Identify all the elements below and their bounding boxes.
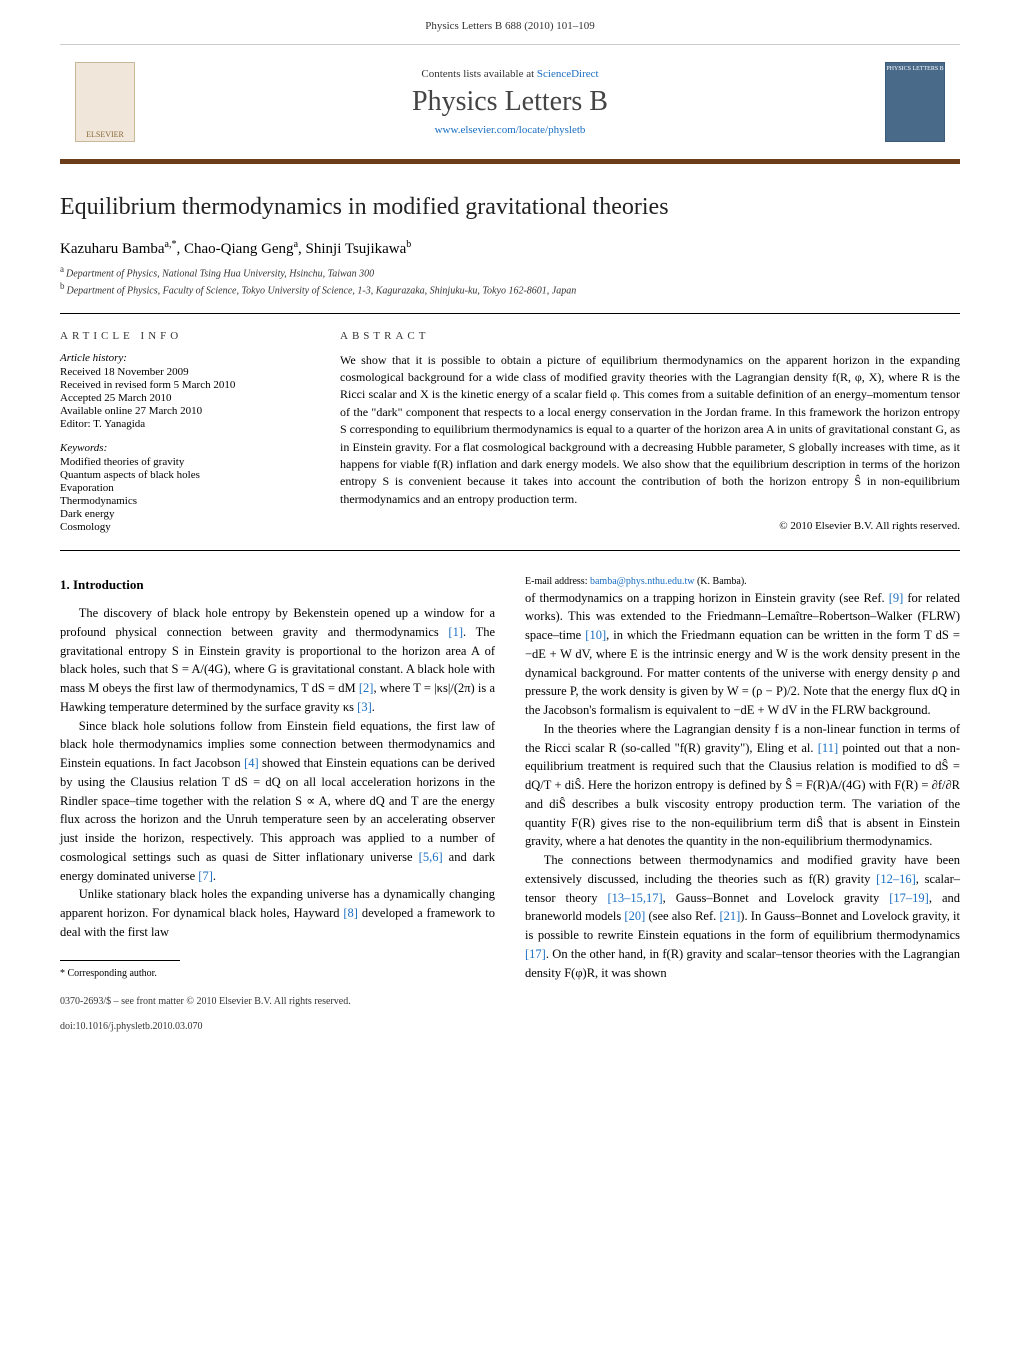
affil-mark: b — [60, 281, 65, 291]
body-paragraph: In the theories where the Lagrangian den… — [525, 720, 960, 851]
body-paragraph: The connections between thermodynamics a… — [525, 851, 960, 982]
affil-text: Department of Physics, Faculty of Scienc… — [67, 286, 577, 297]
citation-link[interactable]: [10] — [585, 628, 606, 642]
history-line: Received in revised form 5 March 2010 — [60, 379, 300, 391]
citation-link[interactable]: [20] — [624, 909, 645, 923]
author-name: Shinji Tsujikawa — [306, 241, 407, 257]
running-head: Physics Letters B 688 (2010) 101–109 — [0, 0, 1020, 44]
history-line: Editor: T. Yanagida — [60, 418, 300, 430]
email-footnote: E-mail address: bamba@phys.nthu.edu.tw (… — [525, 575, 960, 589]
author-name: Chao-Qiang Geng — [184, 241, 294, 257]
cover-thumbnail: PHYSICS LETTERS B — [870, 45, 960, 159]
keyword: Modified theories of gravity — [60, 456, 300, 468]
journal-banner: ELSEVIER Contents lists available at Sci… — [60, 44, 960, 164]
abstract-label: ABSTRACT — [340, 330, 960, 342]
affil-mark: a — [60, 264, 64, 274]
divider — [60, 550, 960, 551]
journal-name: Physics Letters B — [412, 86, 608, 118]
keyword: Thermodynamics — [60, 495, 300, 507]
abstract-copyright: © 2010 Elsevier B.V. All rights reserved… — [340, 520, 960, 532]
affiliation: bDepartment of Physics, Faculty of Scien… — [60, 281, 960, 296]
abstract-text: We show that it is possible to obtain a … — [340, 352, 960, 509]
sd-prefix: Contents lists available at — [421, 68, 536, 80]
citation-link[interactable]: [13–15,17] — [607, 891, 662, 905]
footnote-separator — [60, 960, 180, 961]
front-matter-line: 0370-2693/$ – see front matter © 2010 El… — [60, 996, 960, 1007]
citation-link[interactable]: [9] — [889, 591, 904, 605]
keywords-label: Keywords: — [60, 442, 300, 454]
citation-link[interactable]: [17] — [525, 947, 546, 961]
doi-line[interactable]: doi:10.1016/j.physletb.2010.03.070 — [60, 1021, 960, 1032]
citation-link[interactable]: [1] — [448, 625, 463, 639]
author-affil-mark: b — [406, 239, 411, 250]
citation-link[interactable]: [5,6] — [419, 850, 443, 864]
citation-link[interactable]: [2] — [359, 681, 374, 695]
history-label: Article history: — [60, 352, 300, 364]
section-heading: 1. Introduction — [60, 575, 495, 595]
abstract-block: ABSTRACT We show that it is possible to … — [340, 330, 960, 534]
citation-link[interactable]: [21] — [719, 909, 740, 923]
article-info-label: ARTICLE INFO — [60, 330, 300, 342]
article-title: Equilibrium thermodynamics in modified g… — [60, 194, 960, 221]
article-metadata-row: ARTICLE INFO Article history: Received 1… — [60, 330, 960, 534]
affiliation: aDepartment of Physics, National Tsing H… — [60, 264, 960, 279]
body-paragraph: of thermodynamics on a trapping horizon … — [525, 589, 960, 720]
body-paragraph: Unlike stationary black holes the expand… — [60, 885, 495, 941]
citation-link[interactable]: [7] — [198, 869, 213, 883]
article-info-block: ARTICLE INFO Article history: Received 1… — [60, 330, 300, 534]
email-label: E-mail address: — [525, 576, 590, 587]
body-paragraph: The discovery of black hole entropy by B… — [60, 604, 495, 717]
publisher-logo: ELSEVIER — [60, 45, 150, 159]
citation-link[interactable]: [12–16] — [876, 872, 916, 886]
author-affil-mark: a — [294, 239, 298, 250]
citation-link[interactable]: [8] — [343, 906, 358, 920]
divider — [60, 313, 960, 314]
journal-url[interactable]: www.elsevier.com/locate/physletb — [435, 124, 586, 136]
author-name: Kazuharu Bamba — [60, 241, 165, 257]
email-link[interactable]: bamba@phys.nthu.edu.tw — [590, 576, 694, 587]
citation-link[interactable]: [4] — [244, 756, 259, 770]
corresponding-footnote: * Corresponding author. — [60, 967, 495, 981]
keyword: Quantum aspects of black holes — [60, 469, 300, 481]
elsevier-tree-icon: ELSEVIER — [75, 62, 135, 142]
affil-text: Department of Physics, National Tsing Hu… — [66, 268, 374, 279]
keyword: Cosmology — [60, 521, 300, 533]
sciencedirect-link[interactable]: ScienceDirect — [537, 68, 599, 80]
keyword: Dark energy — [60, 508, 300, 520]
citation-link[interactable]: [3] — [357, 700, 372, 714]
cover-thumb-icon: PHYSICS LETTERS B — [885, 62, 945, 142]
sciencedirect-line: Contents lists available at ScienceDirec… — [421, 68, 598, 80]
history-line: Received 18 November 2009 — [60, 366, 300, 378]
citation-link[interactable]: [17–19] — [889, 891, 929, 905]
history-line: Available online 27 March 2010 — [60, 405, 300, 417]
author-affil-mark: a,* — [165, 239, 177, 250]
author-list: Kazuharu Bambaa,*, Chao-Qiang Genga, Shi… — [60, 239, 960, 258]
body-columns: 1. Introduction The discovery of black h… — [60, 575, 960, 983]
body-paragraph: Since black hole solutions follow from E… — [60, 717, 495, 886]
email-who: (K. Bamba). — [694, 576, 746, 587]
history-line: Accepted 25 March 2010 — [60, 392, 300, 404]
banner-center: Contents lists available at ScienceDirec… — [150, 45, 870, 159]
keyword: Evaporation — [60, 482, 300, 494]
citation-link[interactable]: [11] — [818, 741, 838, 755]
